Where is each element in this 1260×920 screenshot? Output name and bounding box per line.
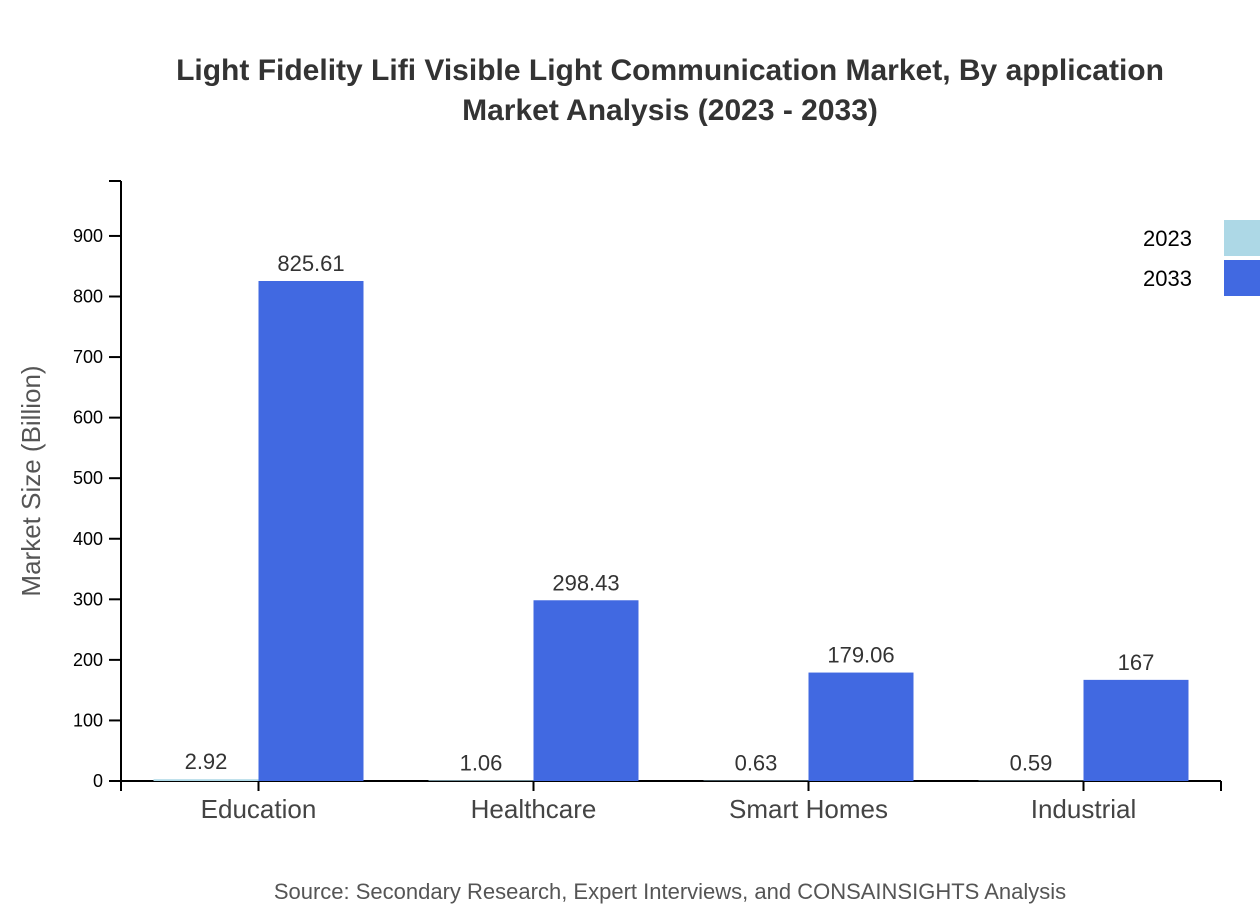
- legend: 2023 2033: [1143, 220, 1260, 296]
- y-tick-label: 300: [73, 589, 103, 609]
- x-tick-label: Industrial: [1031, 794, 1137, 824]
- data-label: 0.63: [735, 751, 778, 776]
- bar-2033: [808, 672, 914, 781]
- legend-swatch-2023: [1224, 220, 1260, 256]
- data-label: 167: [1118, 650, 1155, 675]
- y-axis-title: Market Size (Billion): [16, 365, 46, 596]
- y-tick-label: 100: [73, 710, 103, 730]
- bar-2033: [1083, 679, 1189, 781]
- source-note: Source: Secondary Research, Expert Inter…: [274, 879, 1066, 904]
- y-tick-label: 900: [73, 226, 103, 246]
- x-tick-label: Healthcare: [471, 794, 597, 824]
- y-tick-label: 800: [73, 287, 103, 307]
- data-label: 1.06: [460, 750, 503, 775]
- bar-2033: [533, 600, 639, 781]
- legend-swatch-2033: [1224, 260, 1260, 296]
- y-tick-label: 0: [93, 771, 103, 791]
- data-label: 825.61: [277, 251, 344, 276]
- y-tick-label: 500: [73, 468, 103, 488]
- y-tick-label: 600: [73, 408, 103, 428]
- chart-title-line-1: Light Fidelity Lifi Visible Light Commun…: [176, 54, 1164, 87]
- x-tick-label: Smart Homes: [729, 794, 888, 824]
- plot-area: 0 100 200 300 400 500 600 700 800 900 Education 2.9…: [73, 180, 1222, 824]
- chart-title-line-2: Market Analysis (2023 - 2033): [462, 94, 878, 127]
- bar-2023: [153, 779, 259, 781]
- data-label: 2.92: [185, 749, 228, 774]
- y-tick-label: 400: [73, 529, 103, 549]
- data-label: 179.06: [827, 643, 894, 668]
- data-label: 298.43: [552, 570, 619, 595]
- legend-label: 2033: [1143, 266, 1192, 291]
- y-tick-label: 700: [73, 347, 103, 367]
- y-tick-label: 200: [73, 650, 103, 670]
- x-tick-label: Education: [201, 794, 317, 824]
- bar-2033: [258, 280, 364, 781]
- legend-label: 2023: [1143, 226, 1192, 251]
- data-label: 0.59: [1010, 751, 1053, 776]
- bar-2023: [428, 780, 534, 781]
